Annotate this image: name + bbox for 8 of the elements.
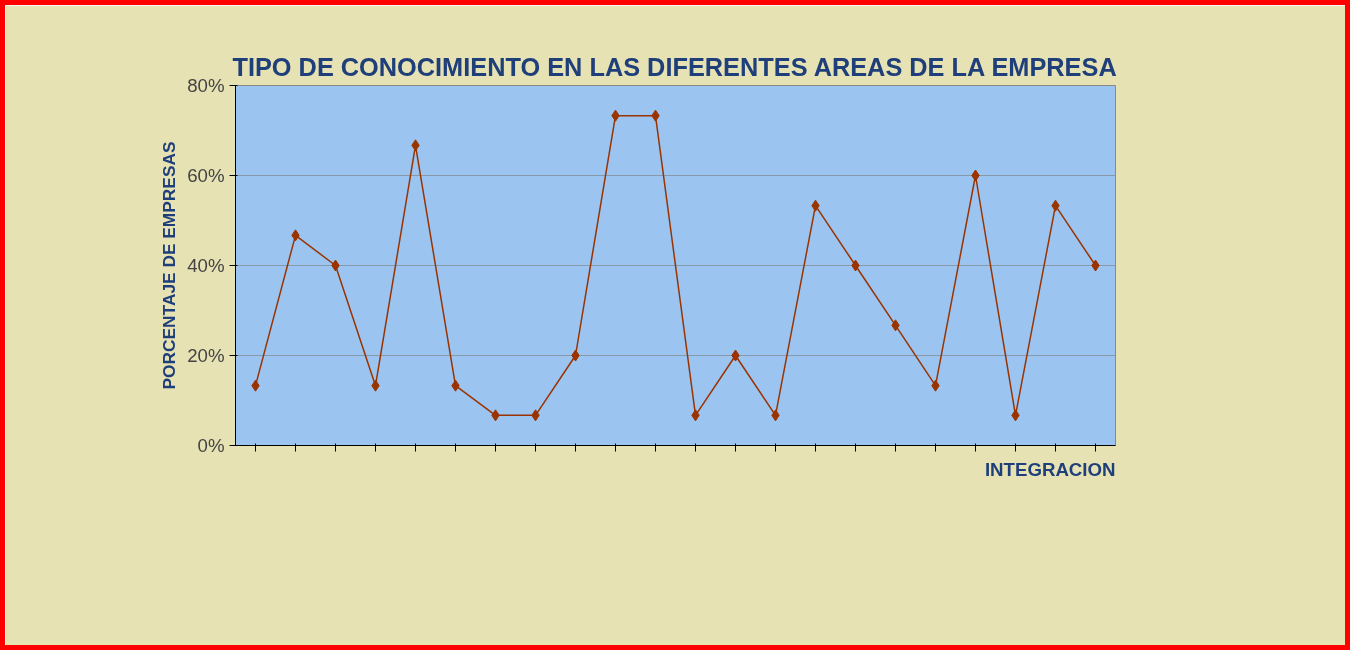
y-axis-title: PORCENTAJE DE EMPRESAS [159, 141, 180, 390]
y-tick-label: 80% [187, 75, 225, 96]
y-tick-label: 60% [187, 165, 225, 186]
y-tick-label: 40% [187, 255, 225, 276]
chart-title: TIPO DE CONOCIMIENTO EN LAS DIFERENTES AREAS DE LA EMPRESA [232, 52, 1117, 81]
y-tick-label: 20% [187, 345, 225, 366]
y-tick-label: 0% [197, 435, 225, 456]
x-axis-title: INTEGRACION [984, 458, 1116, 480]
